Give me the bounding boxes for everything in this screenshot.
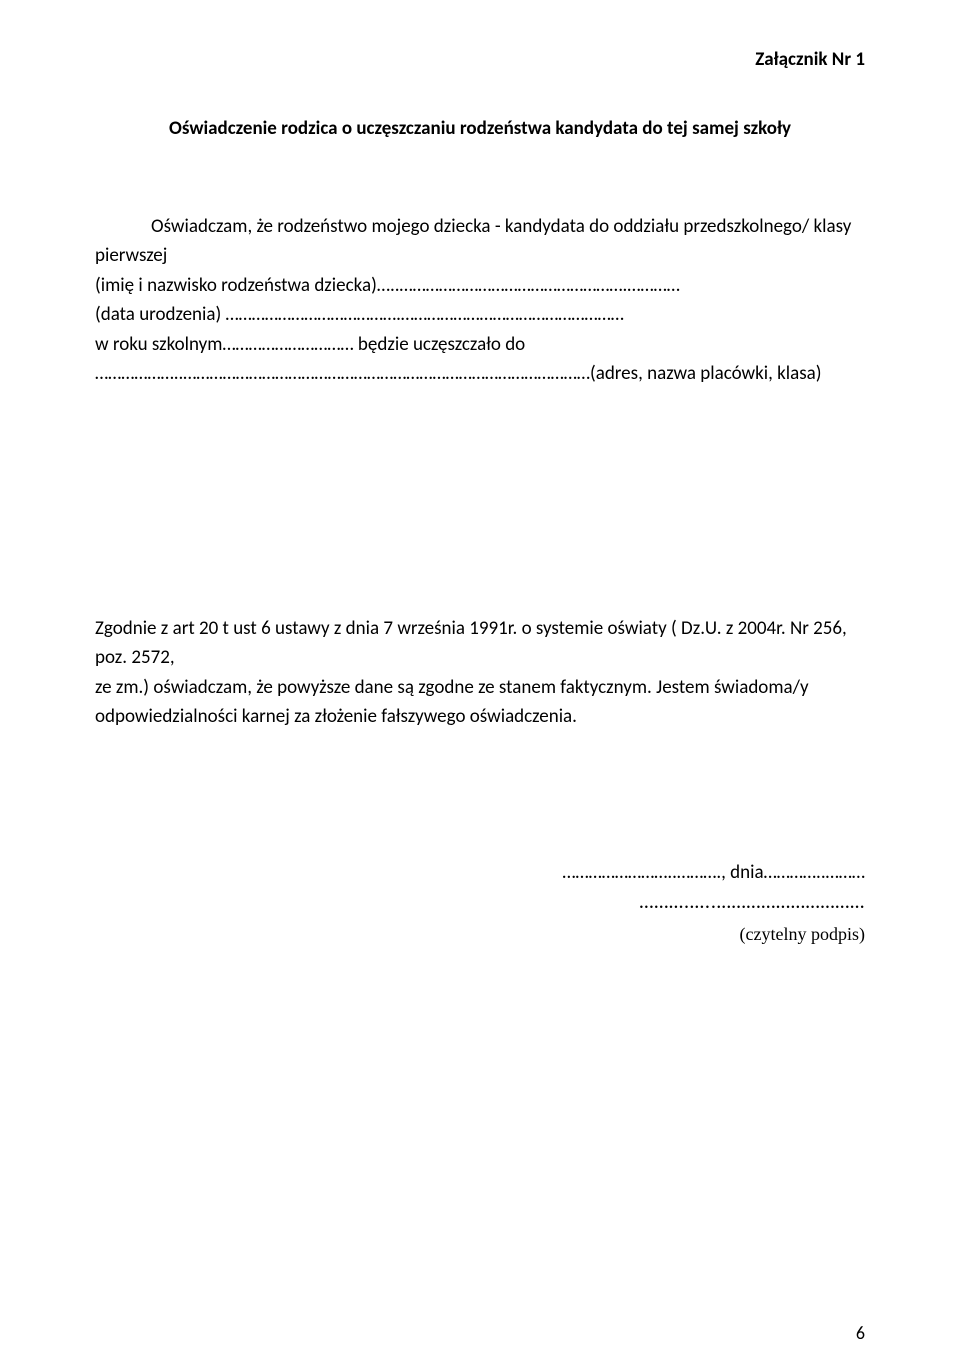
body-line-1: Oświadczam, że rodzeństwo mojego dziecka…: [95, 212, 865, 241]
declaration-line-1: Zgodnie z art 20 t ust 6 ustawy z dnia 7…: [95, 614, 865, 673]
body-line-3: (imię i nazwisko rodzeństwa dziecka)…..……: [95, 271, 865, 300]
signature-date-line: ……………………..………., dnia…………..………: [95, 861, 865, 884]
body-line-6: ………………..…………………………………………………………………………………(…: [95, 359, 865, 388]
attachment-label: Załącznik Nr 1: [95, 48, 865, 71]
document-title: Oświadczenie rodzica o uczęszczaniu rodz…: [95, 117, 865, 140]
signature-block: ……………………..………., dnia…………..……… ……….…..…………: [95, 861, 865, 945]
page-number: 6: [856, 1322, 865, 1344]
body-line-4: (data urodzenia) ………………………………….…………………………: [95, 300, 865, 329]
body-line-5: w roku szkolnym………………………… będzie uczęszc…: [95, 330, 865, 359]
document-page: Załącznik Nr 1 Oświadczenie rodzica o uc…: [0, 0, 960, 1368]
body-line-2: pierwszej: [95, 241, 865, 270]
signature-caption: (czytelny podpis): [95, 924, 865, 945]
declaration-block: Zgodnie z art 20 t ust 6 ustawy z dnia 7…: [95, 614, 865, 732]
signature-dots-line: ……….…..…………………………: [95, 890, 865, 914]
declaration-line-2: ze zm.) oświadczam, że powyższe dane są …: [95, 673, 865, 702]
declaration-line-3: odpowiedzialności karnej za złożenie fał…: [95, 702, 865, 731]
